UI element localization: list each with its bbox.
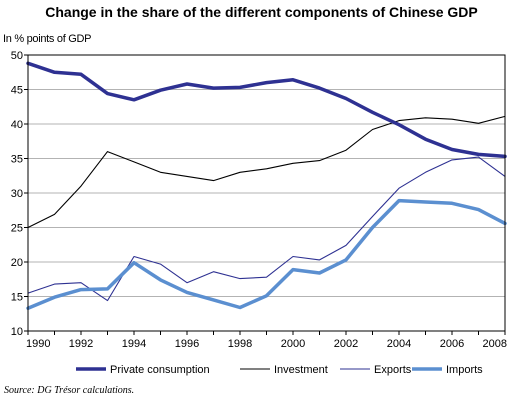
x-axis-ticks: 1990 1992 1994 1996 1998 2000 2002 2004 2006 2008: [26, 331, 507, 350]
series-line-private-consumption: [26, 61, 507, 159]
y-tick-label: 40: [11, 119, 23, 131]
y-tick-label: 30: [11, 188, 23, 200]
x-tick-label: 1994: [122, 338, 146, 350]
x-tick-label: 1998: [228, 338, 252, 350]
y-tick-label: 45: [11, 85, 23, 97]
y-tick-label: 20: [11, 257, 23, 269]
legend-label-private-consumption: Private consumption: [110, 364, 210, 376]
y-tick-label: 10: [11, 326, 23, 338]
x-tick-label: 1992: [69, 338, 93, 350]
legend-label-investment: Investment: [274, 364, 328, 376]
series-line-imports: [26, 198, 507, 310]
y-tick-label: 50: [11, 50, 23, 62]
legend-label-exports: Exports: [374, 364, 412, 376]
y-tick-label: 35: [11, 154, 23, 166]
y-tick-label: 25: [11, 223, 23, 235]
series-line-investment: [27, 115, 506, 229]
y-axis-ticks: 10 15 20 25 30 35 40 45 50: [11, 50, 28, 338]
legend: Private consumption Investment Exports Impo…: [76, 364, 483, 376]
source-note: Source: DG Trésor calculations.: [4, 385, 135, 396]
gridlines: [28, 89, 505, 297]
series-line-exports: [27, 156, 506, 302]
y-axis-label: In % points of GDP: [3, 33, 92, 45]
x-tick-label: 2000: [281, 338, 305, 350]
x-tick-label: 2006: [440, 338, 464, 350]
x-tick-label: 2002: [334, 338, 358, 350]
x-tick-label: 1990: [26, 338, 50, 350]
x-tick-label: 2008: [483, 338, 507, 350]
y-tick-label: 15: [11, 292, 23, 304]
series-lines: [26, 61, 507, 310]
x-tick-label: 1996: [175, 338, 199, 350]
plot-border: [27, 54, 506, 332]
chart-title: Change in the share of the different com…: [45, 4, 478, 20]
legend-label-imports: Imports: [446, 364, 483, 376]
x-tick-label: 2004: [387, 338, 411, 350]
plot-frame: [27, 54, 506, 332]
